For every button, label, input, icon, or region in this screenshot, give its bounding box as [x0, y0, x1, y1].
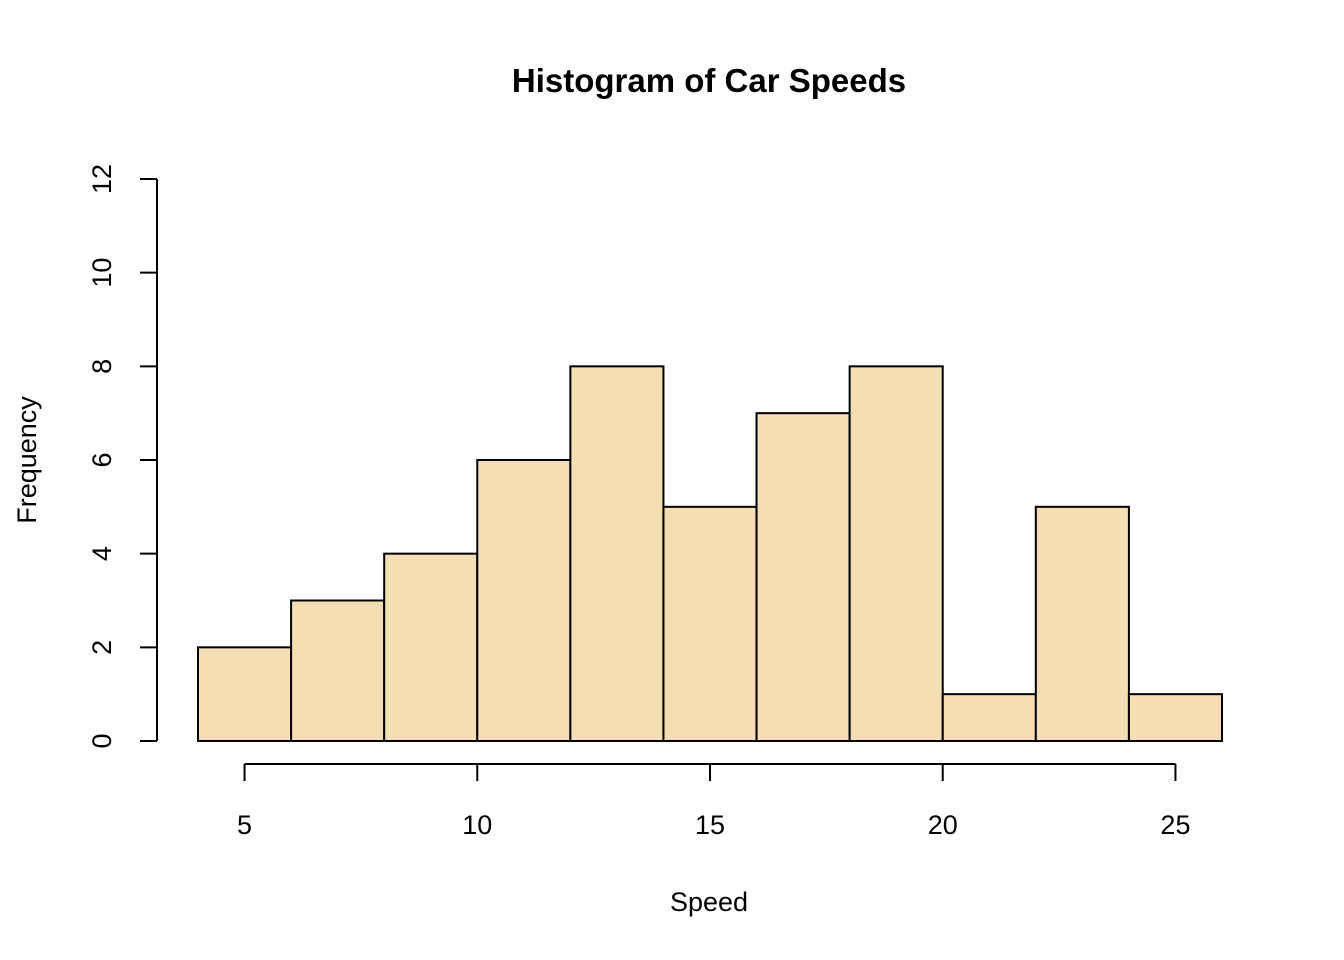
y-tick-label: 2: [87, 640, 117, 655]
histogram-bar-0: [197, 646, 293, 742]
histogram-bar-9: [1034, 505, 1130, 743]
x-tick-label: 20: [928, 810, 958, 840]
y-axis: 0 2 4 6 8 10 12: [87, 164, 158, 749]
histogram-bar-5: [662, 505, 758, 743]
x-tick-label: 25: [1160, 810, 1190, 840]
histogram-bar-6: [755, 412, 851, 742]
histogram-bar-8: [941, 693, 1037, 743]
bars-group: [197, 365, 1223, 743]
y-tick-label: 0: [87, 733, 117, 748]
y-tick-label: 12: [87, 164, 117, 194]
histogram-bar-1: [290, 599, 386, 742]
y-tick-label: 6: [87, 452, 117, 467]
histogram-bar-4: [569, 365, 665, 742]
x-axis: 5 10 15 20 25: [237, 763, 1190, 840]
y-axis-label: Frequency: [12, 396, 42, 524]
histogram-bar-10: [1127, 693, 1223, 743]
histogram-bar-2: [383, 552, 479, 743]
x-axis-label: Speed: [670, 887, 748, 917]
x-tick-label: 5: [237, 810, 252, 840]
y-tick-label: 8: [87, 359, 117, 374]
histogram-bar-7: [848, 365, 944, 742]
histogram-bar-3: [476, 459, 572, 742]
chart-title: Histogram of Car Speeds: [512, 62, 906, 99]
x-tick-label: 15: [695, 810, 725, 840]
y-tick-label: 4: [87, 546, 117, 561]
y-tick-label: 10: [87, 258, 117, 288]
x-tick-label: 10: [462, 810, 492, 840]
